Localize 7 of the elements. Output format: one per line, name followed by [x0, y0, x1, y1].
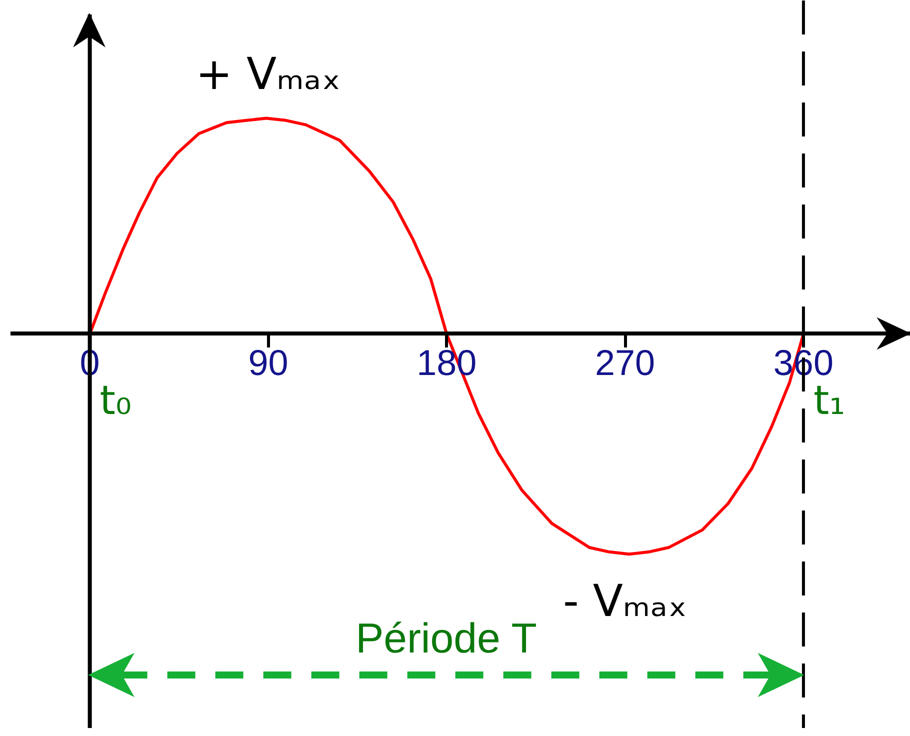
annotation: - Vₘₐₓ	[562, 576, 688, 628]
x-tick-label: 90	[248, 342, 288, 383]
annotation: + Vₘₐₓ	[196, 49, 341, 100]
annotation: t₀	[100, 378, 132, 424]
annotation: t₁	[813, 378, 846, 424]
x-tick-label: 270	[595, 342, 656, 383]
text: Période T	[356, 614, 537, 662]
